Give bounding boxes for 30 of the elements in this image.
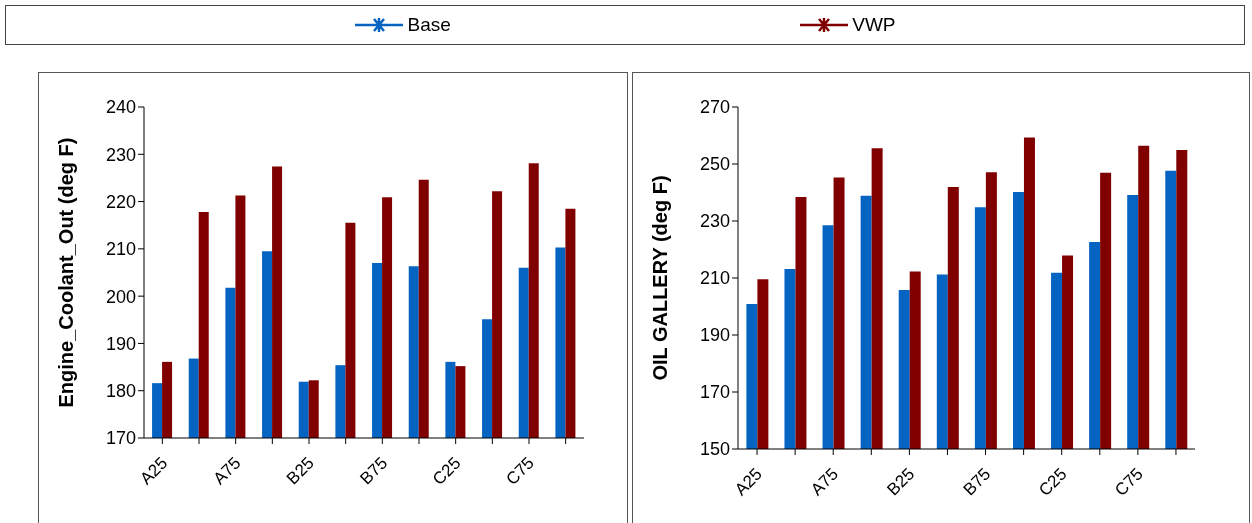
y-axis-title: Engine_Coolant_Out (deg F) bbox=[55, 137, 78, 408]
y-tick-label: 210 bbox=[105, 239, 136, 260]
x-tick-label: C75 bbox=[1111, 464, 1147, 500]
x-tick-label: B25 bbox=[283, 453, 318, 489]
y-tick-label: 200 bbox=[105, 286, 136, 307]
x-tick-label: A75 bbox=[807, 464, 843, 500]
y-tick-label: 190 bbox=[699, 325, 730, 346]
y-tick-label: 170 bbox=[699, 382, 730, 403]
y-tick-label: 270 bbox=[699, 97, 730, 118]
y-tick-label: 230 bbox=[105, 144, 136, 165]
x-tick-label: A25 bbox=[136, 453, 172, 489]
y-tick-label: 180 bbox=[105, 381, 136, 402]
legend-label: Base bbox=[407, 14, 451, 36]
x-tick-label: B75 bbox=[959, 464, 995, 500]
y-tick-label: 220 bbox=[105, 191, 136, 212]
y-tick-label: 150 bbox=[699, 439, 730, 460]
y-axis-title: OIL GALLERY (deg F) bbox=[649, 175, 672, 381]
y-tick-label: 190 bbox=[105, 333, 136, 354]
x-tick-label: B75 bbox=[356, 453, 392, 489]
y-tick-label: 240 bbox=[105, 97, 136, 118]
y-tick-label: 170 bbox=[105, 428, 136, 449]
legend-label: VWP bbox=[852, 14, 896, 36]
y-tick-label: 230 bbox=[699, 211, 730, 232]
x-tick-label: C75 bbox=[502, 453, 538, 489]
x-tick-label: C25 bbox=[429, 453, 465, 489]
y-tick-label: 250 bbox=[699, 154, 730, 175]
y-tick-label: 210 bbox=[699, 268, 730, 289]
x-tick-label: B25 bbox=[883, 464, 919, 500]
x-tick-label: A25 bbox=[731, 464, 766, 500]
x-tick-label: C25 bbox=[1035, 464, 1071, 500]
